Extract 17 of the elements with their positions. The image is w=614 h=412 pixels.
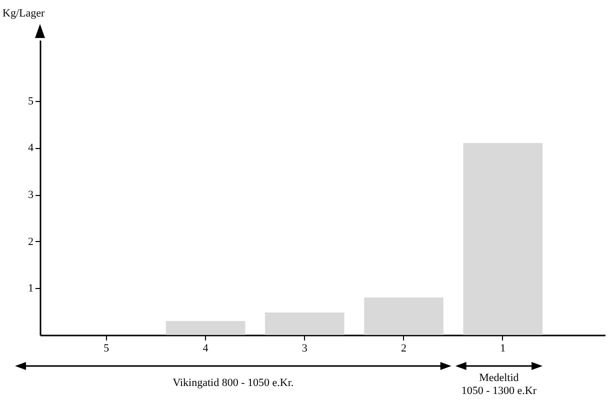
bar — [463, 143, 543, 335]
y-tick-label: 5 — [28, 95, 34, 108]
bar — [166, 320, 246, 335]
y-tick-label: 4 — [28, 142, 34, 154]
x-tick-label: 4 — [202, 342, 209, 354]
x-tick-label: 3 — [302, 342, 308, 354]
y-tick-label: 1 — [28, 282, 34, 295]
x-tick-label: 2 — [401, 342, 407, 354]
x-tick-label: 5 — [104, 342, 110, 354]
bar — [364, 298, 444, 335]
y-tick-label: 3 — [28, 189, 34, 202]
bar — [265, 312, 344, 335]
y-tick-label: 2 — [28, 236, 34, 248]
y-axis-title: Kg/Lager — [2, 8, 45, 20]
text: Medeltid 1050 - 1300 e.Kr — [461, 372, 537, 397]
x-tick-label: 1 — [500, 342, 506, 354]
text: Vikingatid 800 - 1050 e.Kr. — [172, 377, 294, 389]
